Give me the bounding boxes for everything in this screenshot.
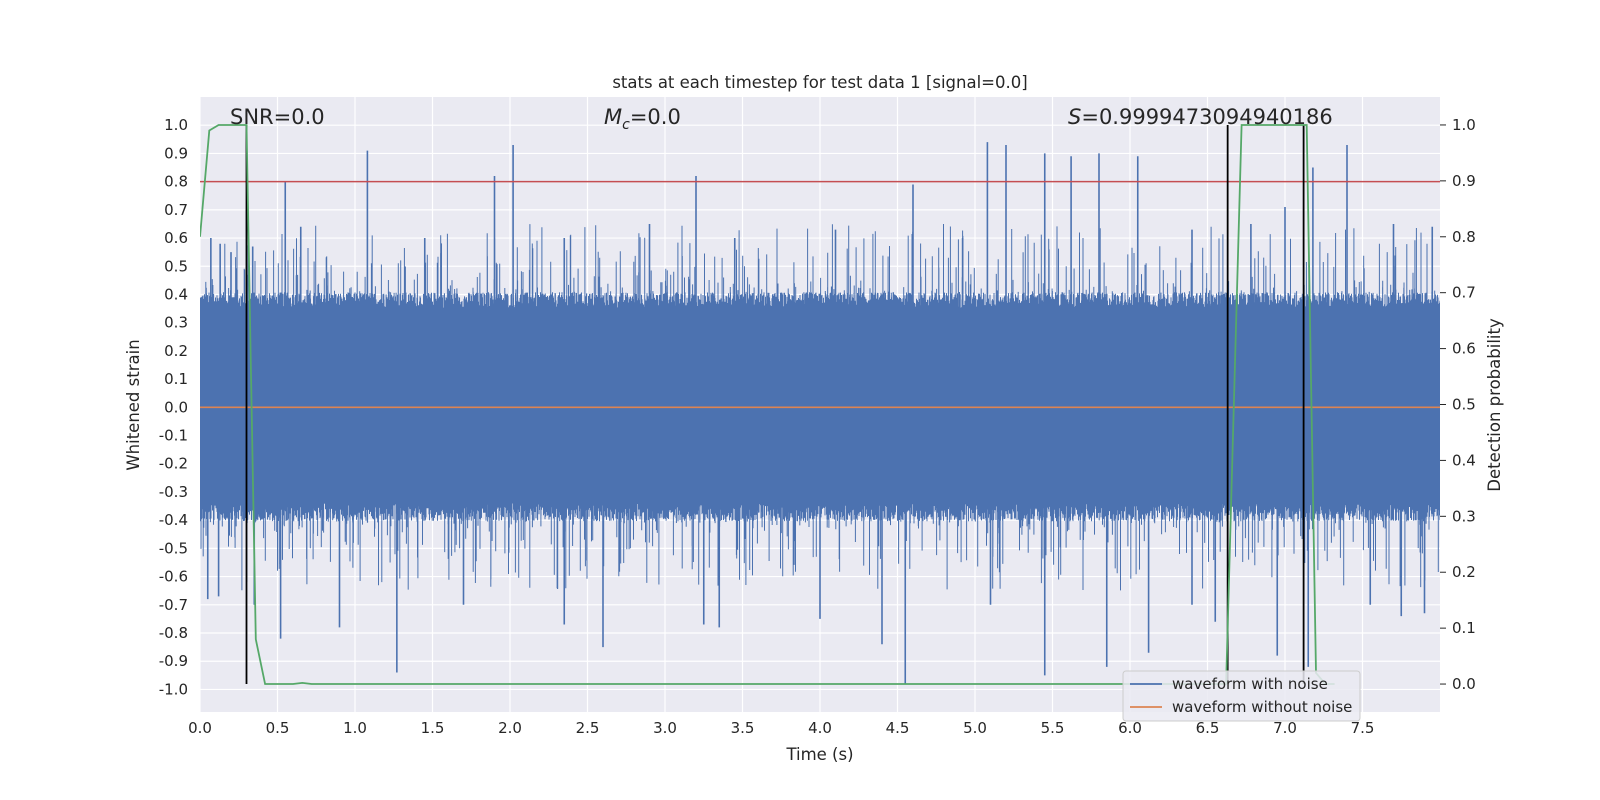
y-tick-label: 0.8 [164,173,188,191]
series-detection-probability [200,124,1335,685]
y-tick-label: -0.8 [159,624,188,642]
x-tick-label: 3.5 [731,719,755,737]
y2-axis-ticks: 1.0 0.9 0.8 0.7 0.6 0.5 0.4 0.3 0.2 0.1 0.0 [1440,116,1476,693]
x-tick-label: 3.0 [653,719,677,737]
y-tick-label: -0.5 [159,539,188,557]
x-tick-label: 0.5 [266,719,290,737]
x-tick-label: 1.5 [421,719,445,737]
y2-tick-label: 0.6 [1452,340,1476,358]
x-tick-label: 6.5 [1196,719,1220,737]
x-tick-label: 6.0 [1118,719,1142,737]
series-waveform-with-noise [200,142,1440,684]
x-tick-label: 0.0 [188,719,212,737]
y-tick-label: 0.3 [164,314,188,332]
x-tick-label: 7.5 [1351,719,1375,737]
y2-tick-label: 0.3 [1452,507,1476,525]
y2-tick-label: 0.0 [1452,675,1476,693]
y2-tick-label: 0.4 [1452,451,1476,469]
y-tick-label: 0.9 [164,144,188,162]
y2-tick-label: 0.9 [1452,172,1476,190]
x-tick-label: 2.0 [498,719,522,737]
y-tick-label: 0.5 [164,257,188,275]
y2-tick-label: 0.8 [1452,228,1476,246]
y-tick-label: -0.4 [159,511,188,529]
y2-tick-label: 1.0 [1452,116,1476,134]
y-tick-label: -0.7 [159,596,188,614]
y2-tick-label: 0.5 [1452,396,1476,414]
y-tick-label: 0.4 [164,285,188,303]
legend-box [1122,670,1361,722]
legend-label-clean: waveform without noise [1172,698,1352,716]
x-tick-label: 5.0 [963,719,987,737]
annotation-s: S=0.9999473094940186 [1068,105,1333,129]
y-tick-label: 0.2 [164,342,188,360]
y-tick-label: 0.6 [164,229,188,247]
y-tick-label: 1.0 [164,116,188,134]
x-tick-label: 1.0 [343,719,367,737]
x-tick-label: 2.5 [576,719,600,737]
x-tick-label: 7.0 [1273,719,1297,737]
y2-tick-label: 0.2 [1452,563,1476,581]
y2-tick-label: 0.7 [1452,284,1476,302]
y-tick-label: -0.9 [159,652,188,670]
y-tick-label: -0.3 [159,483,188,501]
probability-trace [200,124,1335,685]
y2-axis-label: Detection probability [1485,318,1504,492]
x-axis-ticks: 0.0 0.5 1.0 1.5 2.0 2.5 3.0 3.5 4.0 4.5 5.0 5.5 6.0 6… [188,719,1374,737]
y-axis-label: Whitened strain [124,339,143,470]
x-axis-label: Time (s) [785,745,853,764]
y-tick-label: -1.0 [159,680,188,698]
chart-title: stats at each timestep for test data 1 [… [612,73,1027,92]
x-tick-label: 4.0 [808,719,832,737]
legend-label-noise: waveform with noise [1172,675,1328,693]
annotation-snr: SNR=0.0 [230,105,325,129]
y-tick-label: -0.2 [159,455,188,473]
x-tick-label: 5.5 [1041,719,1065,737]
y-tick-label: -0.6 [159,568,188,586]
annotation-mc: Mc=0.0 [604,105,681,133]
x-tick-label: 4.5 [886,719,910,737]
y-tick-label: 0.1 [164,370,188,388]
y-tick-label: 0.7 [164,201,188,219]
y2-tick-label: 0.1 [1452,619,1476,637]
y-tick-label: -0.1 [159,427,188,445]
detection-markers [245,124,1305,685]
y-tick-label: 0.0 [164,398,188,416]
legend: waveform with noise waveform without noi… [1122,670,1361,722]
y-axis-ticks: 1.0 0.9 0.8 0.7 0.6 0.5 0.4 0.3 0.2 0.1 0.0 -0.1 -0.… [159,116,188,698]
